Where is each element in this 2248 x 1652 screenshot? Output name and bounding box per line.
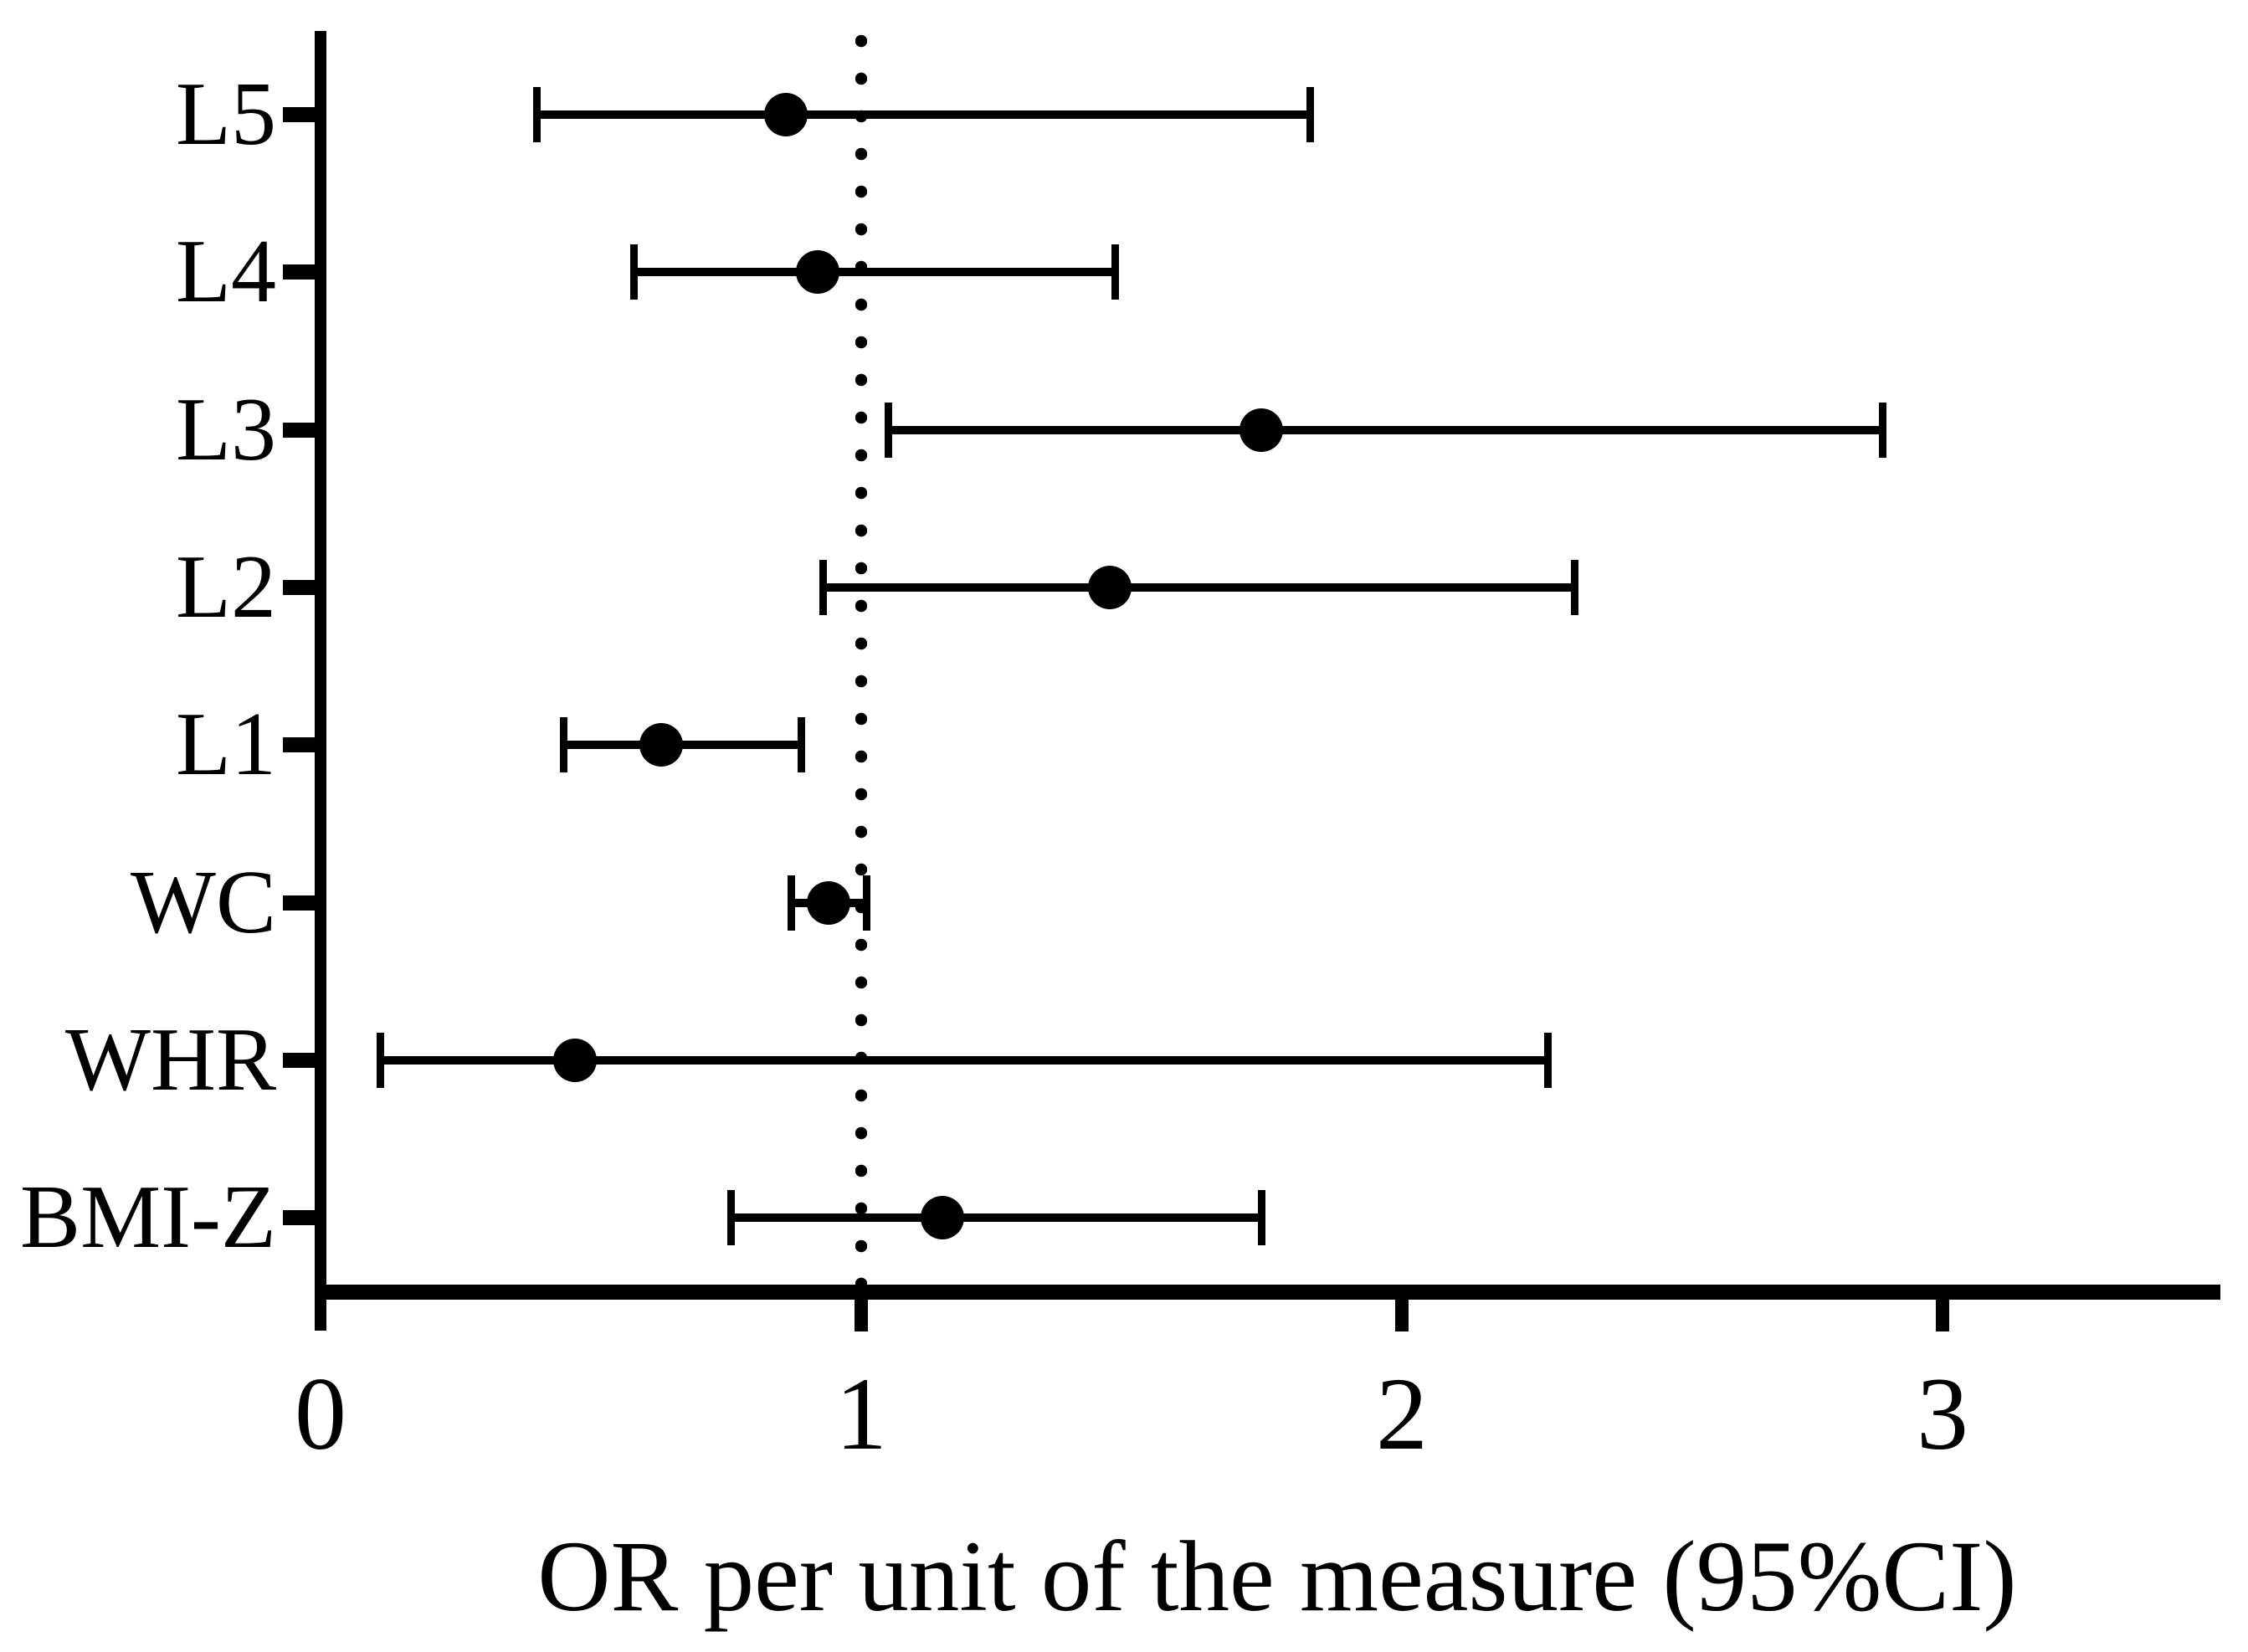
point-marker [763,93,808,136]
point-marker [552,1038,597,1082]
point-marker [639,723,683,767]
point-marker [1088,565,1132,609]
point-marker [807,880,851,925]
point-marker [1239,408,1284,452]
ci-error-bar [823,582,1575,592]
x-tick-label: 1 [835,1357,887,1471]
y-axis-label: WC [131,852,276,952]
ci-cap-right [1543,1032,1552,1088]
ci-cap-right [862,875,870,931]
y-tick [283,579,315,595]
ci-error-bar [634,268,1116,277]
y-axis-label: L3 [176,379,276,480]
y-axis-label: L4 [176,222,276,322]
ci-cap-right [1571,559,1579,615]
ci-cap-left [787,875,795,931]
x-tick [1395,1300,1409,1331]
ci-error-bar [888,425,1883,434]
ci-cap-left [819,559,828,615]
y-tick [283,1210,315,1226]
point-marker [920,1196,964,1240]
x-tick-label: 0 [295,1357,346,1471]
y-tick [283,737,315,753]
ci-cap-right [1257,1190,1265,1246]
ci-cap-left [376,1032,384,1088]
ci-cap-left [727,1190,736,1246]
x-axis-line [315,1285,2220,1300]
y-axis-label: WHR [65,1009,276,1110]
y-axis-spine [315,31,326,1331]
ci-cap-right [1306,87,1314,142]
y-axis-label: L1 [176,695,276,795]
ci-cap-left [884,402,892,458]
y-axis-label: L2 [176,536,276,637]
point-marker [796,250,840,295]
y-tick [283,1052,315,1068]
x-tick [1936,1300,1949,1331]
y-tick [283,895,315,911]
x-tick [855,1300,868,1331]
ci-cap-left [560,717,568,773]
x-tick-label: 2 [1376,1357,1428,1471]
ci-error-bar [731,1213,1262,1223]
y-tick [283,107,315,122]
y-axis-label: L5 [176,64,276,164]
y-tick [283,422,315,438]
x-tick-label: 3 [1917,1357,1968,1471]
ci-error-bar [536,110,1311,119]
reference-line [855,33,867,1285]
x-axis-title: OR per unit of the measure (95%CI) [537,1521,2017,1633]
ci-cap-right [1879,402,1887,458]
ci-cap-right [798,717,806,773]
ci-cap-right [1111,244,1120,300]
y-tick [283,264,315,280]
ci-cap-left [532,87,541,142]
ci-cap-left [630,244,639,300]
y-axis-label: BMI-Z [20,1167,276,1268]
ci-error-bar [380,1055,1548,1065]
